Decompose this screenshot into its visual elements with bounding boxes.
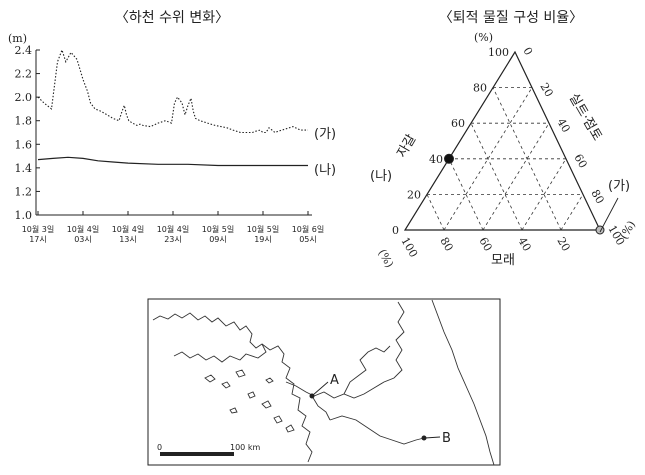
x-tick-date: 10월 4일 (67, 224, 100, 234)
x-tick-time: 19시 (254, 235, 272, 244)
sand-tick-label: 20 (554, 235, 572, 254)
coastline-east (431, 299, 495, 466)
x-tick-time: 05시 (299, 235, 317, 244)
x-tick-date: 10월 4일 (157, 224, 190, 234)
y-axis-unit: (m) (8, 32, 27, 45)
point-a-leader (312, 381, 329, 396)
ternary-outline (403, 50, 601, 231)
sand-axis-label: 모래 (491, 253, 515, 268)
river-main (285, 301, 405, 399)
sand-tick-label: 100 (398, 235, 420, 260)
y-axis-ticks: 1.0 1.2 1.4 1.6 1.8 2.0 2.2 2.4 (15, 44, 40, 222)
scale-zero-label: 0 (157, 443, 162, 452)
sand-tick-label: 80 (437, 235, 455, 254)
x-tick-time: 23시 (164, 235, 182, 244)
river-tributary-north (343, 345, 391, 395)
coastline-inlet (261, 343, 313, 463)
x-tick-time: 03시 (74, 235, 92, 244)
point-b-label: B (442, 431, 451, 446)
point-b-leader (424, 436, 441, 439)
water-level-chart: 〈하천 수위 변화〉 (m) 1.01.21.41.61.82.02.22.4 … (8, 10, 336, 244)
gravel-tick-label: 0 (392, 224, 399, 237)
point-a-label: A (330, 373, 339, 388)
map-frame (147, 298, 501, 466)
water-level-chart-title: 〈하천 수위 변화〉 (115, 10, 229, 26)
x-tick-time: 17시 (29, 235, 47, 244)
river-branch-west (311, 395, 331, 421)
x-tick-date: 10월 5일 (247, 224, 280, 234)
silt-clay-tick-label: 40 (554, 116, 572, 135)
gravel-tick-label: 80 (473, 82, 487, 95)
grid-line-silt (448, 158, 484, 231)
grid-line-silt (426, 194, 445, 231)
gravel-tick-label: 40 (429, 153, 443, 166)
silt-clay-axis-label: 실트·점토 (566, 91, 605, 144)
river-tributary-south (329, 415, 425, 445)
x-tick-time: 09시 (209, 235, 227, 244)
point-ga-leader (599, 197, 619, 233)
x-tick-date: 10월 3일 (22, 224, 55, 234)
gravel-axis-label: 자갈 (394, 132, 419, 160)
series-label-ga: (가) (314, 127, 336, 142)
top-unit-label: (%) (474, 31, 493, 44)
y-tick-label: 2.0 (15, 91, 33, 104)
series-line-na (37, 156, 308, 167)
grid-line-sand (482, 122, 550, 231)
gravel-tick-label: 100 (488, 46, 509, 59)
ternary-grid (403, 50, 601, 231)
gravel-tick-label: 60 (451, 117, 465, 130)
grid-line-sand (443, 87, 533, 231)
x-tick-date: 10월 6일 (292, 224, 325, 234)
grid-line-sand (521, 158, 567, 231)
sand-tick-label: 40 (515, 235, 533, 254)
grid-line-silt (470, 123, 523, 231)
coastline-islands (204, 369, 295, 433)
silt-clay-tick-label: 80 (588, 187, 606, 206)
ternary-title: 〈퇴적 물질 구성 비율〉 (439, 10, 583, 26)
y-tick-label: 2.2 (15, 68, 33, 81)
y-tick-label: 1.8 (15, 115, 33, 128)
x-tick-date: 10월 5일 (202, 224, 235, 234)
silt-clay-tick-label: 0 (520, 45, 535, 58)
x-tick-time: 13시 (119, 235, 137, 244)
coastline-west (152, 312, 267, 363)
point-label-ga: (가) (608, 179, 630, 194)
grid-line-sand (560, 194, 584, 231)
water-level-series (37, 48, 308, 167)
y-tick-label: 1.2 (15, 185, 33, 198)
silt-clay-tick-label: 20 (537, 81, 555, 100)
point-na-marker (444, 153, 454, 164)
silt-clay-tick-label: 60 (571, 152, 589, 171)
scale-bar (160, 452, 234, 456)
y-tick-label: 1.0 (15, 209, 33, 222)
y-tick-label: 2.4 (15, 44, 33, 57)
y-tick-label: 1.4 (15, 162, 33, 175)
gravel-tick-label: 20 (407, 188, 421, 201)
series-label-na: (나) (314, 163, 336, 178)
scale-distance-label: 100 km (230, 443, 260, 452)
series-line-ga (37, 48, 308, 134)
left-unit-label: (%) (375, 247, 396, 270)
y-tick-label: 1.6 (15, 138, 33, 151)
sand-tick-label: 60 (476, 235, 494, 254)
point-label-na: (나) (370, 169, 392, 184)
river-map: A B 0 100 km (147, 298, 501, 466)
point-b-marker (421, 435, 427, 441)
x-tick-date: 10월 4일 (112, 224, 145, 234)
